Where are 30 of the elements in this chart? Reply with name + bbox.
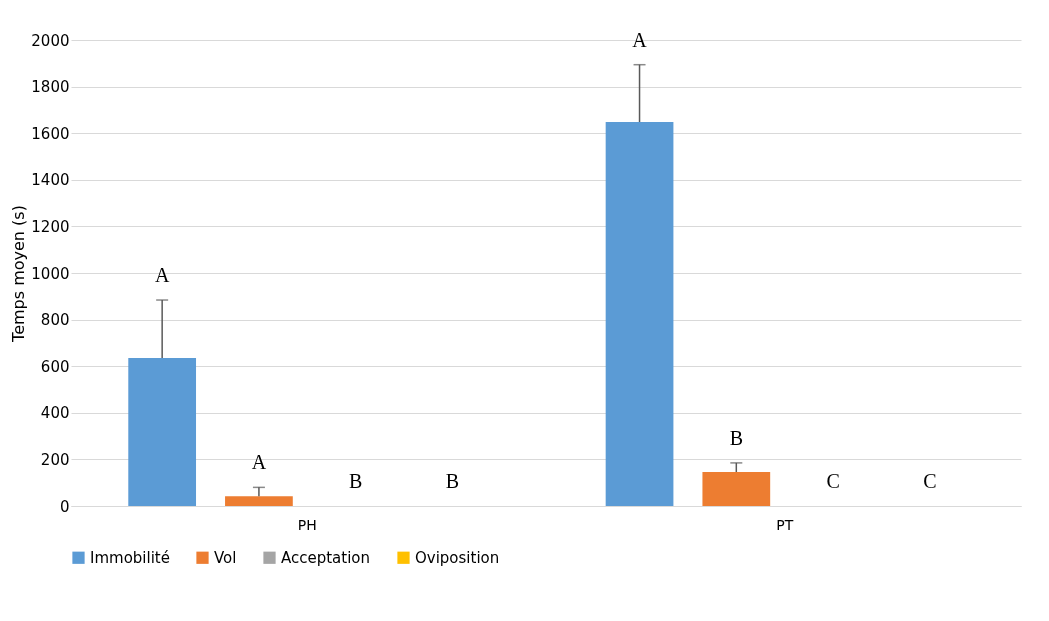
bar [128, 358, 197, 506]
legend-label: Immobilité [90, 548, 170, 567]
annotation: A [632, 28, 648, 51]
y-axis-title: Temps moyen (s) [9, 205, 29, 343]
bar [702, 471, 771, 506]
annotation: A [154, 264, 170, 287]
y-tick-label: 1000 [31, 264, 70, 283]
y-tick-label: 400 [40, 404, 70, 423]
y-tick-label: 1400 [31, 171, 70, 190]
y-tick-label: 1200 [31, 217, 70, 236]
x-tick-label: PH [297, 516, 317, 533]
bar [225, 496, 293, 506]
y-tick-label: 600 [40, 357, 70, 376]
annotation: A [251, 451, 267, 474]
annotation: C [923, 470, 937, 492]
y-tick-label: 1600 [31, 124, 70, 143]
annotation: B [445, 470, 460, 492]
y-tick-label: 200 [40, 450, 70, 469]
legend-label: Oviposition [415, 548, 500, 567]
bar [605, 122, 674, 506]
x-tick-label: PT [776, 516, 794, 533]
y-tick-label: 800 [40, 311, 70, 330]
y-tick-label: 2000 [31, 31, 70, 50]
annotation: B [729, 426, 743, 449]
y-tick-label: 1800 [31, 78, 70, 97]
annotation: B [349, 470, 363, 492]
annotation: C [826, 470, 840, 492]
legend-label: Acceptation [281, 548, 371, 567]
legend-label: Vol [214, 548, 237, 567]
y-tick-label: 0 [59, 497, 70, 516]
